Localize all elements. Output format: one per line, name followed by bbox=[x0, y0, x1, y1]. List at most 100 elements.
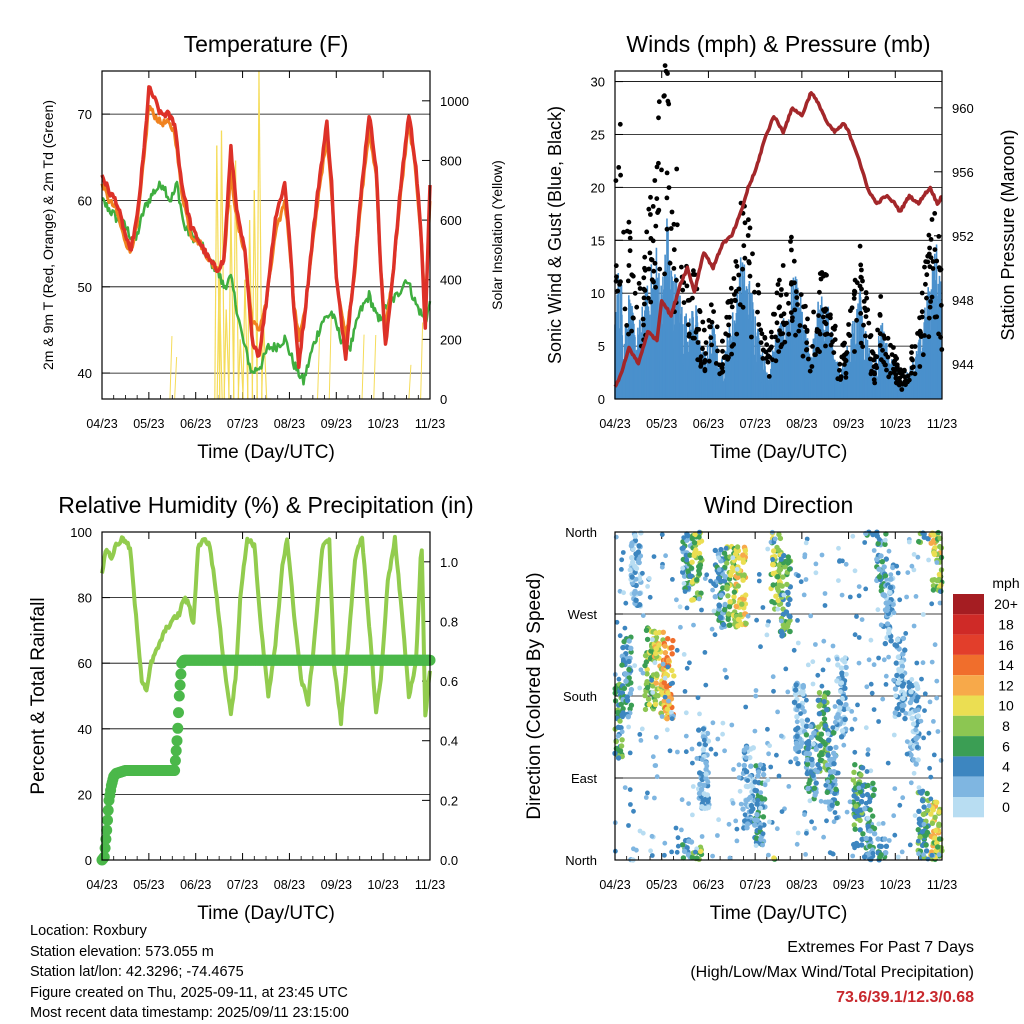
direction-point bbox=[701, 791, 707, 797]
y-axis-label: Sonic Wind & Gust (Blue, Black) bbox=[545, 106, 565, 364]
x-tick-label: 04/23 bbox=[86, 878, 117, 892]
direction-point bbox=[741, 572, 747, 578]
direction-point bbox=[875, 607, 881, 613]
direction-point bbox=[857, 827, 863, 833]
direction-point bbox=[628, 543, 635, 549]
direction-point bbox=[897, 802, 903, 808]
direction-point bbox=[805, 738, 812, 745]
direction-point bbox=[851, 769, 857, 775]
gust-point bbox=[742, 220, 748, 226]
direction-point bbox=[822, 591, 828, 596]
direction-point bbox=[843, 561, 849, 567]
direction-point bbox=[816, 711, 823, 717]
gust-point bbox=[726, 333, 731, 338]
direction-point bbox=[697, 848, 704, 855]
gust-point bbox=[796, 328, 802, 334]
direction-point bbox=[907, 699, 914, 706]
direction-point bbox=[818, 798, 824, 804]
direction-point bbox=[624, 694, 630, 700]
direction-point bbox=[803, 732, 810, 738]
direction-point bbox=[900, 795, 906, 801]
gust-point bbox=[868, 333, 874, 338]
direction-point bbox=[830, 643, 836, 649]
direction-point bbox=[632, 663, 638, 668]
direction-point bbox=[699, 757, 705, 762]
gust-point bbox=[637, 286, 643, 291]
gust-point bbox=[893, 372, 899, 377]
direction-point bbox=[800, 691, 806, 697]
y2-tick-label: 948 bbox=[952, 293, 974, 308]
direction-point bbox=[689, 579, 695, 585]
gust-point bbox=[897, 375, 903, 381]
direction-point bbox=[636, 556, 642, 562]
gust-point bbox=[861, 322, 866, 328]
direction-point bbox=[910, 721, 917, 727]
direction-point bbox=[894, 637, 901, 643]
gust-point bbox=[636, 281, 642, 286]
direction-point bbox=[662, 643, 668, 649]
gust-point bbox=[919, 290, 925, 296]
direction-point bbox=[860, 783, 866, 789]
direction-point bbox=[843, 702, 849, 708]
direction-point bbox=[700, 747, 707, 753]
direction-point bbox=[726, 821, 732, 827]
direction-point bbox=[844, 809, 850, 815]
gust-point bbox=[886, 374, 892, 380]
direction-point bbox=[788, 759, 793, 765]
gust-point bbox=[671, 247, 677, 253]
direction-point bbox=[913, 594, 919, 599]
direction-point bbox=[936, 836, 943, 842]
rh-line bbox=[100, 534, 432, 727]
direction-point bbox=[735, 583, 741, 589]
gust-point bbox=[666, 185, 672, 191]
direction-point bbox=[899, 659, 905, 666]
direction-point bbox=[865, 747, 871, 753]
direction-point bbox=[830, 725, 836, 730]
gust-point bbox=[648, 212, 653, 217]
direction-point bbox=[627, 706, 633, 712]
direction-point bbox=[699, 607, 704, 613]
direction-point bbox=[686, 801, 691, 806]
direction-point bbox=[620, 710, 626, 715]
y-tick-label: 40 bbox=[78, 366, 92, 381]
gust-point bbox=[681, 300, 687, 305]
direction-point bbox=[876, 719, 881, 724]
gust-point bbox=[679, 264, 684, 270]
direction-point bbox=[780, 574, 786, 580]
direction-point bbox=[664, 727, 670, 733]
direction-point bbox=[815, 724, 822, 730]
direction-point bbox=[850, 533, 856, 539]
direction-point bbox=[683, 710, 689, 716]
direction-point bbox=[830, 730, 837, 736]
gust-point bbox=[772, 311, 777, 317]
x-tick-label: 08/23 bbox=[786, 417, 817, 431]
direction-point bbox=[785, 560, 791, 566]
direction-point bbox=[681, 581, 687, 586]
direction-point bbox=[887, 589, 893, 595]
direction-point bbox=[932, 814, 938, 820]
direction-point bbox=[758, 836, 764, 842]
direction-point bbox=[735, 623, 741, 629]
gust-point bbox=[656, 99, 662, 105]
y-tick-label: West bbox=[568, 607, 598, 622]
direction-point bbox=[620, 550, 626, 555]
direction-point bbox=[738, 612, 744, 618]
gust-point bbox=[927, 304, 933, 310]
direction-point bbox=[876, 821, 882, 827]
direction-point bbox=[834, 800, 840, 806]
x-tick-label: 06/23 bbox=[693, 417, 724, 431]
direction-point bbox=[745, 821, 751, 827]
gust-point bbox=[666, 101, 672, 107]
gust-point bbox=[877, 343, 883, 348]
direction-point bbox=[779, 633, 785, 639]
direction-point bbox=[758, 790, 764, 795]
gust-point bbox=[715, 348, 720, 354]
direction-point bbox=[927, 699, 933, 705]
direction-point bbox=[839, 728, 846, 734]
direction-point bbox=[620, 714, 625, 720]
direction-point bbox=[911, 623, 917, 629]
direction-point bbox=[891, 813, 897, 819]
direction-point bbox=[785, 554, 791, 560]
direction-point bbox=[815, 672, 821, 678]
gust-point bbox=[810, 344, 815, 349]
